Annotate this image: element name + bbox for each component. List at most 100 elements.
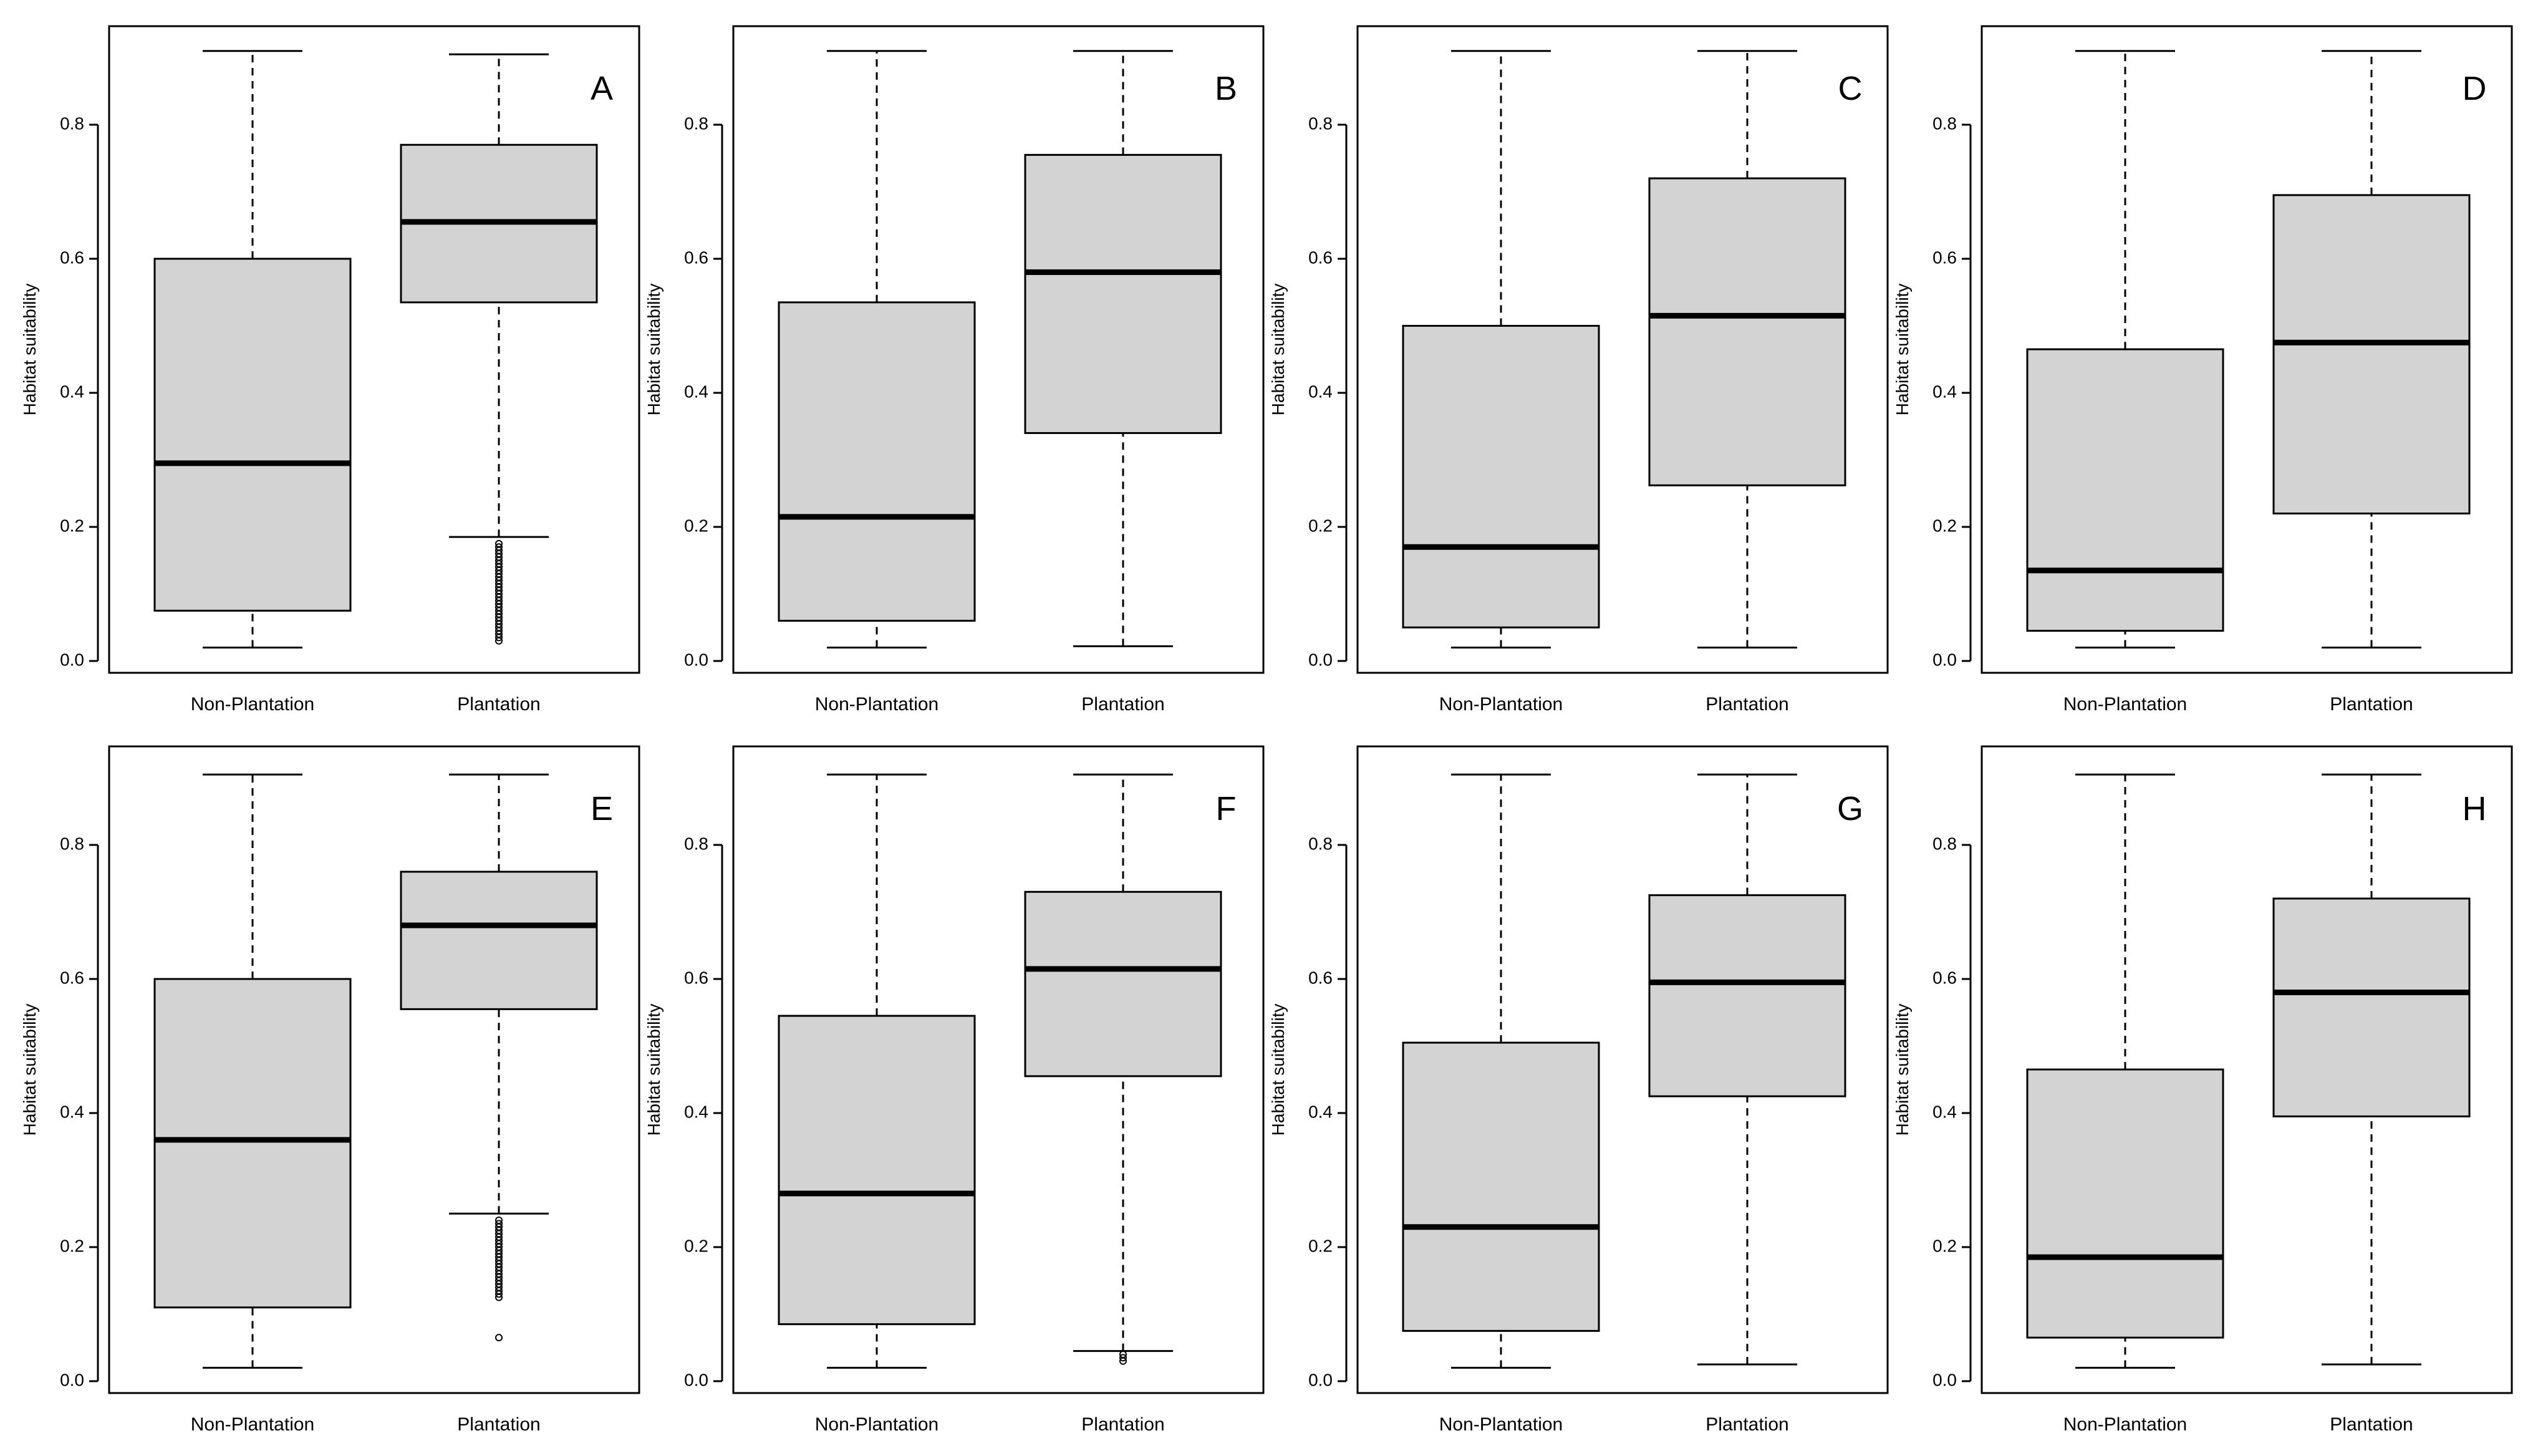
panel-label: E bbox=[591, 790, 613, 827]
iqr-box bbox=[1648, 894, 1846, 1097]
plot-frame bbox=[1981, 25, 2513, 674]
box-non-plantation bbox=[1402, 773, 1600, 1369]
x-category-label: Plantation bbox=[1081, 1414, 1164, 1435]
x-category-label: Plantation bbox=[1706, 694, 1788, 715]
panel-label: A bbox=[591, 70, 613, 107]
box-non-plantation bbox=[153, 50, 352, 648]
box-plantation bbox=[1648, 50, 1846, 648]
y-axis-label: Habitat suitability bbox=[1893, 1004, 1912, 1136]
outlier-point bbox=[495, 1334, 503, 1342]
box-non-plantation bbox=[2026, 50, 2224, 648]
plot-frame bbox=[108, 745, 640, 1394]
y-tick-label: 0.4 bbox=[1308, 382, 1333, 401]
x-category-label: Plantation bbox=[1081, 694, 1164, 715]
x-category-label: Plantation bbox=[2330, 694, 2413, 715]
x-category-label: Plantation bbox=[2330, 1414, 2413, 1435]
plot-frame bbox=[108, 25, 640, 674]
y-tick-label: 0.4 bbox=[60, 382, 84, 401]
y-tick-label: 0.0 bbox=[684, 1370, 708, 1389]
boxplot-panel-e: 0.0 0.2 0.4 0.6 0.8 Habitat suitability E Non-P… bbox=[20, 745, 640, 1435]
y-tick-label: 0.8 bbox=[1308, 834, 1333, 853]
x-category-label: Non-Plantation bbox=[2063, 694, 2187, 715]
y-tick-label: 0.0 bbox=[60, 650, 84, 669]
iqr-box bbox=[1648, 177, 1846, 486]
y-tick-label: 0.4 bbox=[1932, 1102, 1957, 1121]
y-tick-label: 0.0 bbox=[1308, 1370, 1333, 1389]
iqr-box bbox=[153, 978, 352, 1309]
y-tick-label: 0.6 bbox=[684, 248, 708, 267]
y-axis-label: Habitat suitability bbox=[1893, 284, 1912, 416]
boxplot-panel-d: 0.0 0.2 0.4 0.6 0.8 Habitat suitability D Non-P… bbox=[1893, 25, 2513, 715]
outlier-point bbox=[495, 1220, 503, 1228]
iqr-box bbox=[2026, 1068, 2224, 1339]
y-tick-label: 0.8 bbox=[60, 113, 84, 133]
y-tick-label: 0.8 bbox=[684, 113, 708, 133]
y-tick-label: 0.8 bbox=[1932, 834, 1957, 853]
plot-frame bbox=[1356, 25, 1889, 674]
iqr-box bbox=[778, 301, 976, 622]
y-tick-label: 0.2 bbox=[60, 516, 84, 535]
y-tick-label: 0.6 bbox=[60, 248, 84, 267]
y-tick-label: 0.4 bbox=[684, 382, 708, 401]
y-tick-label: 0.4 bbox=[1308, 1102, 1333, 1121]
boxplot-panel-f: 0.0 0.2 0.4 0.6 0.8 Habitat suitability F Non-P… bbox=[644, 745, 1265, 1435]
y-tick-label: 0.0 bbox=[1308, 650, 1333, 669]
x-category-label: Non-Plantation bbox=[815, 694, 938, 715]
boxplot-panel-c: 0.0 0.2 0.4 0.6 0.8 Habitat suitability C Non-P… bbox=[1268, 25, 1889, 715]
box-plantation bbox=[400, 53, 598, 645]
box-non-plantation bbox=[778, 773, 976, 1369]
y-tick-label: 0.4 bbox=[60, 1102, 84, 1121]
boxplot-panel-a: 0.0 0.2 0.4 0.6 0.8 Habitat suitability A Non-P… bbox=[20, 25, 640, 715]
iqr-box bbox=[2026, 348, 2224, 632]
y-axis-label: Habitat suitability bbox=[644, 1004, 663, 1136]
iqr-box bbox=[153, 258, 352, 612]
outlier-point bbox=[1119, 1354, 1127, 1362]
y-axis-label: Habitat suitability bbox=[644, 284, 663, 416]
y-tick-label: 0.6 bbox=[1308, 248, 1333, 267]
y-tick-label: 0.4 bbox=[684, 1102, 708, 1121]
box-non-plantation bbox=[1402, 50, 1600, 648]
y-tick-label: 0.8 bbox=[1308, 113, 1333, 133]
y-tick-label: 0.2 bbox=[1308, 516, 1333, 535]
x-category-label: Non-Plantation bbox=[815, 1414, 938, 1435]
y-tick-label: 0.0 bbox=[1932, 1370, 1957, 1389]
y-tick-label: 0.2 bbox=[1308, 1236, 1333, 1255]
y-tick-label: 0.2 bbox=[684, 1236, 708, 1255]
x-category-label: Non-Plantation bbox=[191, 1414, 314, 1435]
y-axis-label: Habitat suitability bbox=[1268, 284, 1288, 416]
iqr-box bbox=[400, 870, 598, 1010]
box-non-plantation bbox=[778, 50, 976, 648]
outlier-point bbox=[495, 543, 503, 551]
y-tick-label: 0.8 bbox=[684, 834, 708, 853]
iqr-box bbox=[1402, 325, 1600, 629]
iqr-box bbox=[1402, 1041, 1600, 1332]
x-category-label: Non-Plantation bbox=[1439, 1414, 1563, 1435]
box-plantation bbox=[1648, 773, 1846, 1366]
boxplot-panel-g: 0.0 0.2 0.4 0.6 0.8 Habitat suitability G Non-P… bbox=[1268, 745, 1889, 1435]
box-plantation bbox=[400, 773, 598, 1342]
iqr-box bbox=[2272, 194, 2471, 514]
plot-frame bbox=[732, 745, 1265, 1394]
x-category-label: Non-Plantation bbox=[191, 694, 314, 715]
boxplot-panel-b: 0.0 0.2 0.4 0.6 0.8 Habitat suitability B Non-P… bbox=[644, 25, 1265, 715]
panel-label: D bbox=[2463, 70, 2487, 107]
y-tick-label: 0.4 bbox=[1932, 382, 1957, 401]
y-axis-label: Habitat suitability bbox=[1268, 1004, 1288, 1136]
y-tick-label: 0.2 bbox=[60, 1236, 84, 1255]
box-plantation bbox=[1024, 773, 1222, 1365]
panel-label: B bbox=[1215, 70, 1237, 107]
panel-label: C bbox=[1838, 70, 1863, 107]
box-plantation bbox=[1024, 50, 1222, 647]
box-plantation bbox=[2272, 50, 2471, 648]
iqr-box bbox=[2272, 897, 2471, 1117]
y-tick-label: 0.0 bbox=[1932, 650, 1957, 669]
plot-frame bbox=[1356, 745, 1889, 1394]
y-axis-label: Habitat suitability bbox=[20, 284, 39, 416]
x-category-label: Non-Plantation bbox=[1439, 694, 1563, 715]
box-plantation bbox=[2272, 773, 2471, 1366]
outlier-point bbox=[495, 1217, 503, 1224]
y-tick-label: 0.6 bbox=[60, 968, 84, 987]
outlier-point bbox=[495, 539, 503, 547]
y-tick-label: 0.6 bbox=[1308, 968, 1333, 987]
